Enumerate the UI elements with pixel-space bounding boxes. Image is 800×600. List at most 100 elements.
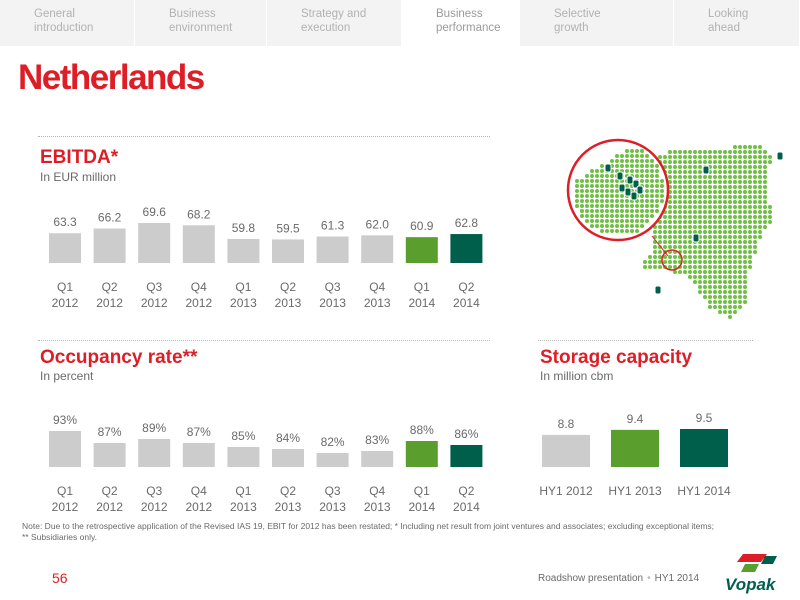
map-dot: [673, 260, 677, 264]
map-dot: [713, 195, 717, 199]
map-dot: [658, 220, 662, 224]
map-dot: [758, 175, 762, 179]
occupancy-value-label: 83%: [365, 433, 389, 447]
tab-selective-growth[interactable]: Selective growth: [520, 0, 674, 46]
map-dot: [693, 180, 697, 184]
map-dot: [728, 195, 732, 199]
map-detail-dot: [585, 209, 589, 213]
map-dot: [753, 195, 757, 199]
map-dot: [688, 245, 692, 249]
occupancy-category-label: Q1: [235, 484, 251, 498]
map-dot: [688, 200, 692, 204]
map-dot: [673, 265, 677, 269]
map-dot: [738, 175, 742, 179]
map-detail-dot: [630, 209, 634, 213]
map-dot: [718, 245, 722, 249]
map-dot: [728, 275, 732, 279]
map-dot: [763, 190, 767, 194]
ebitda-bar: [49, 233, 81, 263]
tab-general-introduction[interactable]: General introduction: [0, 0, 135, 46]
map-dot: [673, 190, 677, 194]
map-dot: [728, 250, 732, 254]
map-dot: [653, 265, 657, 269]
map-dot: [713, 305, 717, 309]
map-dot: [703, 295, 707, 299]
map-dot: [713, 205, 717, 209]
map-dot: [718, 185, 722, 189]
map-dot: [718, 155, 722, 159]
map-detail-dot: [640, 219, 644, 223]
tab-business-environment[interactable]: Business environment: [135, 0, 267, 46]
map-detail-dot: [640, 159, 644, 163]
map-dot: [678, 160, 682, 164]
map-dot: [688, 210, 692, 214]
map-dot: [743, 295, 747, 299]
ebitda-bar: [361, 235, 394, 263]
map-dot: [708, 155, 712, 159]
map-dot: [738, 150, 742, 154]
map-dot: [753, 240, 757, 244]
tab-looking-ahead[interactable]: Looking ahead: [674, 0, 800, 46]
map-dot: [733, 150, 737, 154]
map-dot: [713, 225, 717, 229]
map-dot: [723, 275, 727, 279]
map-dot: [708, 250, 712, 254]
map-dot: [718, 265, 722, 269]
tab-label: growth: [554, 22, 589, 34]
map-dot: [668, 245, 672, 249]
map-detail-dot: [630, 224, 634, 228]
map-dot: [668, 230, 672, 234]
map-dot: [753, 245, 757, 249]
map-dot: [733, 220, 737, 224]
tab-business-performance[interactable]: Business performance: [402, 0, 520, 46]
map-dot: [738, 280, 742, 284]
map-dot: [738, 160, 742, 164]
map-dot: [753, 180, 757, 184]
occupancy-value-label: 87%: [187, 425, 211, 439]
map-dot: [733, 195, 737, 199]
map-dot: [713, 200, 717, 204]
map-dot: [678, 175, 682, 179]
map-detail-dot: [580, 189, 584, 193]
map-dot: [738, 225, 742, 229]
storage-value-label: 9.5: [696, 411, 713, 425]
map-detail-dot: [645, 189, 649, 193]
map-detail-dot: [625, 219, 629, 223]
map-dot: [733, 280, 737, 284]
map-dot: [718, 235, 722, 239]
map-detail-dot: [625, 209, 629, 213]
occupancy-category-label: Q4: [191, 484, 207, 498]
map-detail-dot: [610, 174, 614, 178]
map-dot: [713, 300, 717, 304]
map-detail-dot: [575, 179, 579, 183]
map-dot: [688, 250, 692, 254]
map-dot: [713, 265, 717, 269]
map-detail-dot: [630, 229, 634, 233]
occupancy-category-label: Q3: [146, 484, 162, 498]
map-dot: [728, 265, 732, 269]
ebitda-subtitle: In EUR million: [40, 170, 117, 184]
map-detail-dot: [655, 184, 659, 188]
map-dot: [708, 240, 712, 244]
map-dot: [688, 155, 692, 159]
map-dot: [718, 270, 722, 274]
map-dot: [713, 230, 717, 234]
occupancy-category-label: Q1: [57, 484, 73, 498]
map-detail-dot: [650, 174, 654, 178]
ebitda-value-label: 66.2: [98, 211, 122, 225]
map-detail-dot: [585, 189, 589, 193]
map-dot: [763, 225, 767, 229]
footer-presentation: Roadshow presentation: [538, 573, 644, 584]
map-dot: [713, 165, 717, 169]
map-dot: [718, 290, 722, 294]
map-dot: [708, 260, 712, 264]
occupancy-category-label: 2013: [319, 500, 346, 514]
map-dot: [738, 235, 742, 239]
tab-strategy-execution[interactable]: Strategy and execution: [267, 0, 402, 46]
map-dot: [658, 265, 662, 269]
map-detail-dot: [585, 179, 589, 183]
map-dot: [743, 210, 747, 214]
map-detail-dot: [650, 184, 654, 188]
map-dot: [763, 165, 767, 169]
map-dot: [733, 270, 737, 274]
